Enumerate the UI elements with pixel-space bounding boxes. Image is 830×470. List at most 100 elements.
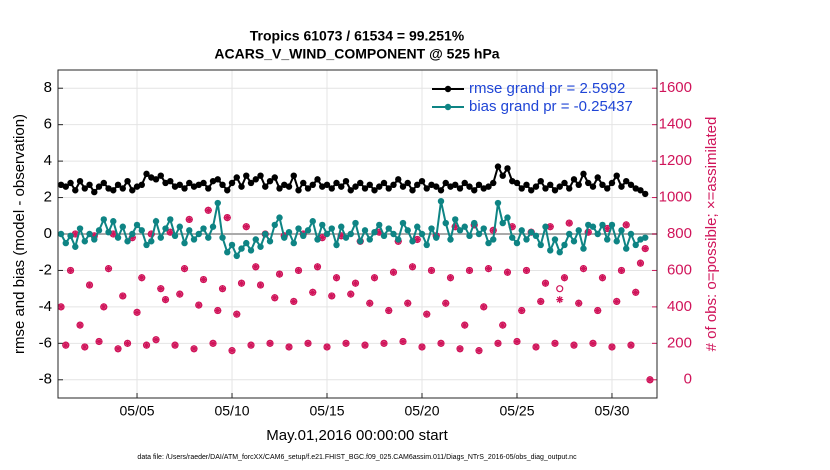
data-point (371, 187, 378, 194)
data-point (204, 206, 212, 214)
data-point (257, 243, 264, 250)
data-point (547, 181, 554, 188)
data-point (219, 285, 227, 293)
data-point (541, 279, 549, 287)
y2-tick-label: 1600 (659, 79, 692, 96)
data-point (475, 347, 483, 355)
data-point (556, 296, 564, 304)
data-point (105, 228, 112, 236)
data-point (404, 299, 412, 307)
data-point (447, 236, 454, 243)
data-point (456, 227, 464, 234)
data-point (413, 235, 421, 243)
data-point (328, 185, 335, 192)
data-point (608, 179, 616, 187)
data-point (314, 263, 322, 271)
data-point (509, 234, 516, 241)
data-point (285, 343, 293, 351)
data-point (209, 223, 217, 230)
data-point (456, 345, 464, 353)
data-point (110, 218, 117, 225)
data-point (618, 183, 625, 190)
y-tick-label: -4 (39, 298, 52, 315)
data-point (646, 376, 654, 384)
data-point (181, 239, 188, 247)
data-point (91, 188, 98, 196)
data-point (589, 339, 597, 347)
data-point (76, 225, 84, 232)
data-point (442, 299, 450, 307)
data-point (309, 218, 316, 225)
data-point (366, 299, 374, 307)
data-point (138, 274, 146, 282)
data-point (195, 301, 203, 309)
data-point (157, 172, 164, 179)
data-point (214, 176, 221, 183)
data-point (148, 238, 155, 245)
data-point (247, 179, 255, 187)
data-point (238, 245, 245, 252)
data-point (337, 232, 345, 240)
data-point (446, 274, 454, 282)
data-point (224, 187, 231, 194)
data-point (190, 345, 198, 353)
y2-tick-label: 1200 (659, 152, 692, 169)
data-point (342, 177, 350, 185)
data-point (371, 274, 379, 282)
data-point (427, 266, 435, 274)
data-point (276, 185, 283, 192)
data-point (641, 245, 649, 253)
data-point (295, 225, 302, 232)
data-point (57, 303, 65, 311)
data-point (518, 185, 525, 192)
data-point (508, 223, 516, 231)
data-point (357, 238, 364, 245)
data-point (323, 181, 331, 188)
data-point (627, 341, 635, 349)
data-point (414, 223, 421, 230)
data-point (366, 181, 373, 188)
data-point (542, 223, 549, 230)
data-point (124, 177, 131, 185)
data-point (485, 239, 492, 247)
data-point (513, 338, 521, 346)
data-point (72, 243, 79, 250)
data-point (271, 174, 278, 181)
data-point (214, 199, 221, 207)
data-point (114, 234, 122, 241)
data-point (632, 288, 640, 296)
y2-axis-label: # of obs: o=possible; ×=assimilated (703, 117, 720, 352)
data-point (484, 265, 492, 273)
data-point (409, 238, 416, 245)
x-tick-label: 05/05 (120, 403, 155, 419)
data-point (347, 230, 354, 238)
data-point (556, 183, 563, 190)
data-point (528, 187, 535, 194)
data-point (238, 183, 245, 190)
data-point (570, 176, 578, 183)
data-point (480, 303, 488, 311)
data-point (304, 227, 312, 234)
data-point (513, 179, 521, 187)
data-point (475, 181, 483, 188)
data-point (176, 181, 183, 188)
data-point (90, 232, 98, 240)
y2-tick-label: 1000 (659, 189, 692, 206)
data-point (67, 232, 74, 240)
x-tick-label: 05/25 (499, 403, 534, 419)
data-point (105, 265, 113, 273)
data-point (119, 185, 126, 192)
legend-label: rmse grand pr = 2.5992 (469, 80, 625, 97)
data-point (223, 214, 231, 222)
data-point (271, 294, 279, 302)
data-point (86, 281, 94, 289)
data-point (318, 234, 326, 242)
data-point (285, 183, 293, 190)
data-point (328, 292, 336, 300)
data-point (499, 172, 506, 179)
data-point (556, 285, 564, 293)
data-point (81, 343, 89, 351)
data-point (471, 219, 478, 227)
data-point (167, 177, 174, 185)
